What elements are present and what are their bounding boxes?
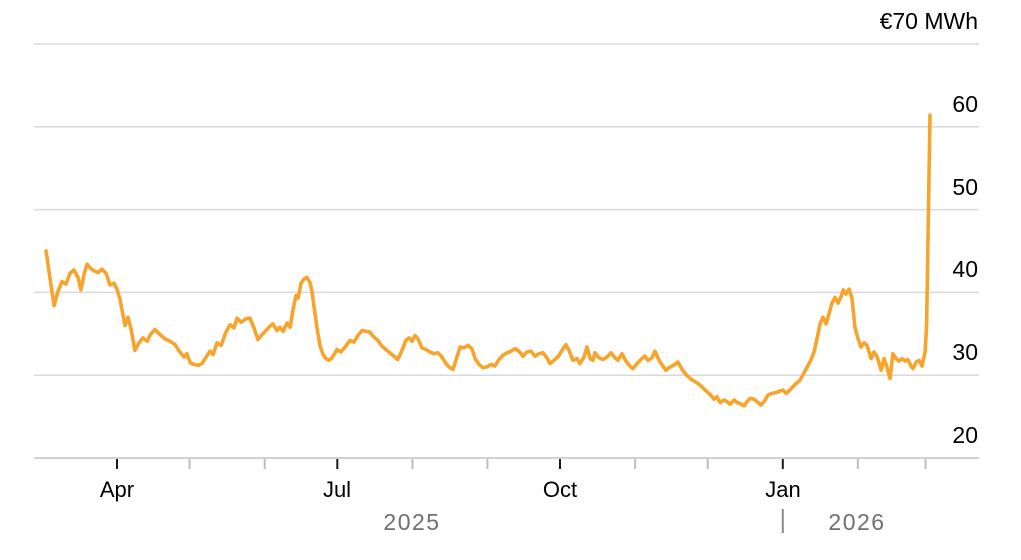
x-axis-label-jul: Jul — [323, 477, 351, 502]
y-axis-unit-label: €70 MWh — [880, 8, 978, 34]
y-axis-label-30: 30 — [952, 339, 978, 365]
y-axis-label-50: 50 — [952, 174, 978, 200]
x-ticks-layer — [116, 459, 927, 533]
y-axis-label-40: 40 — [952, 256, 978, 282]
x-axis-label-oct: Oct — [543, 477, 577, 502]
price-line — [44, 113, 932, 408]
year-label-2025: 2025 — [383, 509, 440, 535]
year-label-2026: 2026 — [828, 509, 885, 535]
x-axis-label-jan: Jan — [765, 477, 800, 502]
x-axis-label-apr: Apr — [100, 477, 134, 502]
gridlines-layer — [34, 43, 979, 459]
y-axis-label-60: 60 — [952, 91, 978, 117]
y-axis-label-20: 20 — [952, 422, 978, 448]
series-layer — [44, 113, 932, 408]
